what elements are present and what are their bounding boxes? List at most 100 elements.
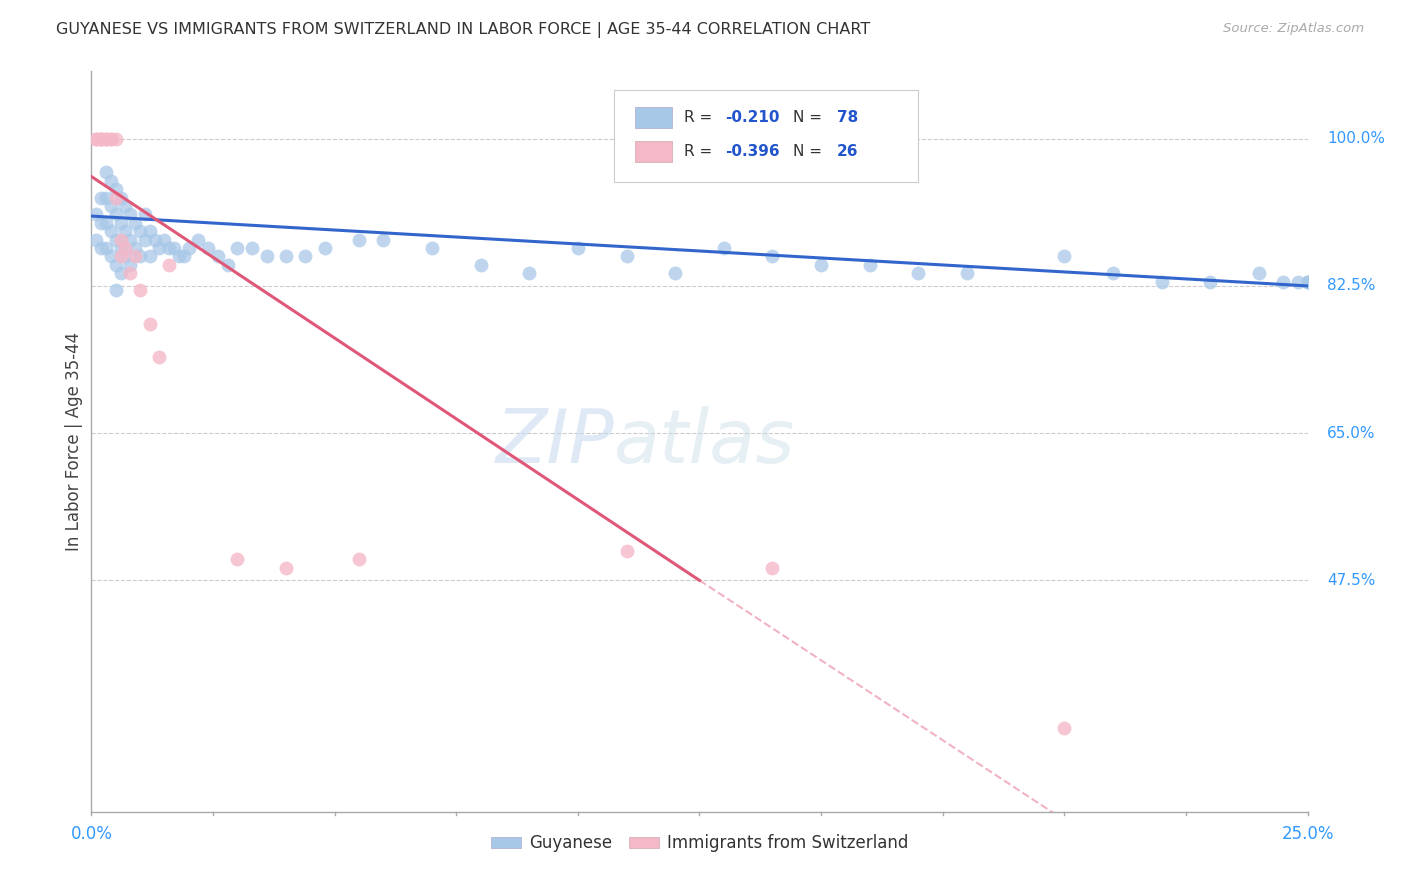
Point: [139, 250, 162, 264]
Text: GUYANESE VS IMMIGRANTS FROM SWITZERLAND IN LABOR FORCE | AGE 35-44 CORRELATION C: GUYANESE VS IMMIGRANTS FROM SWITZERLAND …: [56, 22, 870, 38]
Bar: [636, 141, 672, 161]
Point: [1150, 275, 1173, 289]
Point: [124, 241, 146, 255]
Point: [90, 216, 112, 230]
Point: [104, 190, 127, 204]
Point: [100, 250, 122, 264]
Point: [120, 207, 142, 221]
Point: [124, 250, 146, 264]
Point: [94, 131, 117, 145]
Point: [110, 250, 132, 264]
Point: [956, 266, 979, 280]
Point: [1286, 275, 1309, 289]
Text: 100.0%: 100.0%: [1327, 131, 1385, 146]
Point: [347, 233, 370, 247]
Point: [94, 165, 117, 179]
Point: [94, 216, 117, 230]
Point: [157, 241, 180, 255]
Point: [110, 241, 132, 255]
Text: 47.5%: 47.5%: [1327, 573, 1375, 588]
Point: [217, 258, 239, 272]
Point: [616, 250, 638, 264]
Text: ZIP: ZIP: [495, 406, 614, 477]
Point: [761, 250, 783, 264]
Text: -0.210: -0.210: [725, 110, 779, 125]
Point: [84, 131, 107, 145]
Point: [517, 266, 540, 280]
Text: N =: N =: [793, 144, 827, 159]
Point: [94, 190, 117, 204]
Point: [173, 250, 195, 264]
Point: [139, 317, 162, 331]
Point: [114, 241, 136, 255]
Point: [470, 258, 492, 272]
Point: [1296, 275, 1319, 289]
Point: [274, 560, 297, 574]
Point: [120, 233, 142, 247]
Bar: [636, 107, 672, 128]
Point: [139, 224, 162, 238]
Point: [274, 250, 297, 264]
Point: [420, 241, 443, 255]
Point: [148, 351, 170, 365]
Point: [1199, 275, 1222, 289]
Text: -0.396: -0.396: [725, 144, 780, 159]
Point: [104, 233, 127, 247]
Point: [1296, 275, 1319, 289]
Point: [114, 199, 136, 213]
Point: [859, 258, 882, 272]
Point: [240, 241, 263, 255]
Point: [100, 199, 122, 213]
Point: [94, 131, 117, 145]
Point: [84, 233, 107, 247]
Point: [1053, 721, 1076, 735]
Point: [1102, 266, 1125, 280]
Point: [110, 216, 132, 230]
Point: [1296, 275, 1319, 289]
Point: [100, 174, 122, 188]
Point: [94, 241, 117, 255]
Y-axis label: In Labor Force | Age 35-44: In Labor Force | Age 35-44: [65, 332, 83, 551]
Point: [129, 283, 152, 297]
Point: [907, 266, 929, 280]
Point: [810, 258, 832, 272]
Point: [197, 241, 219, 255]
Text: 0.0%: 0.0%: [70, 825, 112, 843]
Point: [616, 544, 638, 558]
Point: [1272, 275, 1295, 289]
Point: [84, 131, 107, 145]
Point: [347, 552, 370, 566]
Point: [104, 283, 127, 297]
Point: [167, 250, 190, 264]
Point: [713, 241, 735, 255]
Point: [207, 250, 229, 264]
Point: [567, 241, 589, 255]
Point: [187, 233, 209, 247]
Point: [143, 233, 166, 247]
Point: [294, 250, 316, 264]
Point: [114, 250, 136, 264]
Text: 26: 26: [837, 144, 859, 159]
Point: [157, 258, 180, 272]
Point: [110, 190, 132, 204]
Point: [90, 131, 112, 145]
Point: [163, 241, 186, 255]
Point: [104, 131, 127, 145]
Text: 25.0%: 25.0%: [1281, 825, 1334, 843]
Legend: Guyanese, Immigrants from Switzerland: Guyanese, Immigrants from Switzerland: [484, 828, 915, 859]
Point: [114, 224, 136, 238]
Point: [100, 131, 122, 145]
Point: [664, 266, 686, 280]
FancyBboxPatch shape: [614, 90, 918, 183]
Text: Source: ZipAtlas.com: Source: ZipAtlas.com: [1223, 22, 1364, 36]
Point: [177, 241, 200, 255]
Point: [124, 216, 146, 230]
Point: [90, 131, 112, 145]
Point: [129, 224, 152, 238]
Point: [761, 560, 783, 574]
Point: [148, 241, 170, 255]
Point: [90, 190, 112, 204]
Point: [104, 258, 127, 272]
Point: [100, 224, 122, 238]
Point: [104, 182, 127, 196]
